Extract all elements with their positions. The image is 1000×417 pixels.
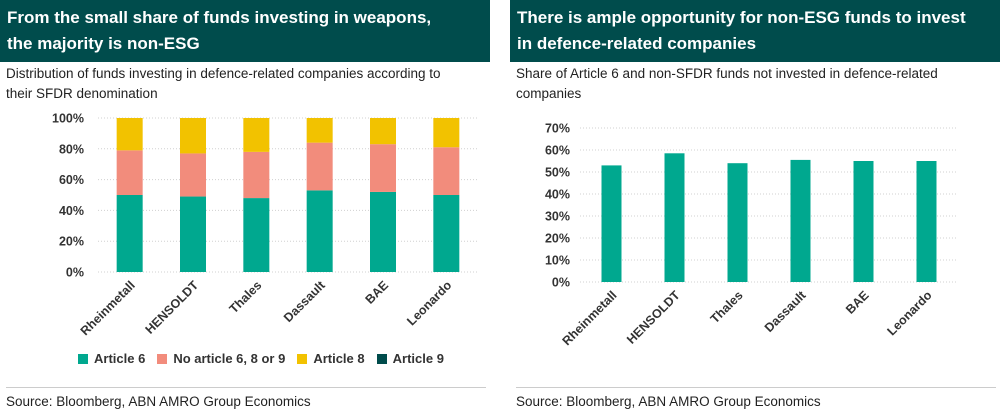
bar-segment-no-article-6-8-or-9-thales <box>243 151 270 199</box>
bar-rheinmetall <box>601 165 622 282</box>
y-tick-label: 30% <box>545 210 570 224</box>
x-tick-label: Leonardo <box>884 288 934 338</box>
y-tick-label: 60% <box>545 144 570 158</box>
right-panel: There is ample opportunity for non-ESG f… <box>510 0 1000 417</box>
legend-item-article-8: Article 8 <box>297 351 365 366</box>
x-tick-label: BAE <box>363 278 392 307</box>
bar-bae <box>853 161 874 282</box>
x-tick-label: HENSOLDT <box>143 278 202 337</box>
right-source-divider <box>516 387 996 388</box>
x-tick-label: Dassault <box>281 278 328 325</box>
bar-dassault <box>790 159 811 282</box>
legend-swatch <box>78 354 88 364</box>
left-subtitle-line-2: their SFDR denomination <box>6 86 158 101</box>
legend-swatch <box>297 354 308 364</box>
left-source-divider <box>6 387 486 388</box>
bar-segment-no-article-6-8-or-9-leonardo <box>433 147 460 195</box>
right-subtitle-line-1: Share of Article 6 and non-SFDR funds no… <box>516 66 938 81</box>
y-tick-label: 0% <box>66 266 84 280</box>
right-title-bar: There is ample opportunity for non-ESG f… <box>510 0 1000 62</box>
x-tick-label: Rheinmetall <box>560 288 620 348</box>
bar-segment-no-article-6-8-or-9-bae <box>370 144 396 192</box>
bar-segment-article-8-dassault <box>306 118 333 143</box>
bar-segment-article-6-rheinmetall <box>116 195 143 272</box>
legend-item-article-9: Article 9 <box>376 351 444 366</box>
x-tick-label: HENSOLDT <box>624 288 683 347</box>
left-source: Source: Bloomberg, ABN AMRO Group Econom… <box>6 394 311 409</box>
y-tick-label: 100% <box>52 112 84 126</box>
bar-segment-article-6-thales <box>243 198 270 272</box>
left-subtitle-line-1: Distribution of funds investing in defen… <box>6 66 441 81</box>
bar-segment-article-8-thales <box>243 118 270 152</box>
y-tick-label: 40% <box>59 204 84 218</box>
y-tick-label: 40% <box>545 188 570 202</box>
bar-segment-article-6-hensoldt <box>180 196 206 272</box>
left-subtitle: Distribution of funds investing in defen… <box>6 64 486 104</box>
bar-segment-article-6-leonardo <box>433 195 460 272</box>
bar-segment-article-6-bae <box>370 191 396 272</box>
legend-label: No article 6, 8 or 9 <box>173 351 286 366</box>
right-subtitle-line-2: companies <box>516 86 582 101</box>
legend-label: Article 8 <box>313 351 365 366</box>
y-tick-label: 60% <box>59 173 84 187</box>
bar-segment-article-8-bae <box>370 118 396 145</box>
right-title-line-1: There is ample opportunity for non-ESG f… <box>517 8 966 27</box>
bar-thales <box>727 163 748 282</box>
y-tick-label: 20% <box>545 232 570 246</box>
legend-label: Article 6 <box>94 351 146 366</box>
legend-item-article-6: Article 6 <box>78 351 145 366</box>
x-tick-label: Rheinmetall <box>78 278 138 338</box>
x-tick-label: BAE <box>843 288 872 317</box>
y-tick-label: 50% <box>545 166 570 180</box>
legend-swatch <box>376 354 387 364</box>
legend-label: Article 9 <box>392 351 444 366</box>
x-tick-label: Thales <box>708 288 746 326</box>
bar-segment-no-article-6-8-or-9-rheinmetall <box>116 150 143 195</box>
bar-segment-article-6-dassault <box>306 190 333 272</box>
bar-leonardo <box>916 161 937 282</box>
y-tick-label: 10% <box>545 254 570 268</box>
left-title-line-1: From the small share of funds investing … <box>7 8 432 27</box>
x-tick-label: Thales <box>227 278 265 316</box>
legend-swatch <box>157 354 168 364</box>
right-source: Source: Bloomberg, ABN AMRO Group Econom… <box>516 394 821 409</box>
bar-hensoldt <box>664 153 685 282</box>
x-tick-label: Dassault <box>762 288 809 335</box>
y-tick-label: 70% <box>545 122 570 136</box>
left-title-bar: From the small share of funds investing … <box>0 0 490 62</box>
left-panel: From the small share of funds investing … <box>0 0 490 417</box>
y-tick-label: 0% <box>552 276 570 290</box>
right-title-line-2: in defence-related companies <box>517 34 757 53</box>
bar-segment-article-8-leonardo <box>433 118 460 148</box>
left-title-line-2: the majority is non-ESG <box>7 34 200 53</box>
bar-segment-no-article-6-8-or-9-hensoldt <box>180 153 206 197</box>
bar-chart: 0% 10% 20% 30% 40% 50% 60% 70% Rheinmetall HENSOL… <box>545 122 958 348</box>
y-tick-label: 80% <box>59 142 84 156</box>
stacked-bar-chart: 0% 20% 40% 60% 80% 100% Rheinmetall HENSOLDT Tha… <box>52 112 478 338</box>
y-tick-label: 20% <box>59 235 84 249</box>
bar-segment-no-article-6-8-or-9-dassault <box>306 142 333 191</box>
right-subtitle: Share of Article 6 and non-SFDR funds no… <box>516 64 996 104</box>
bar-segment-article-8-rheinmetall <box>116 118 143 151</box>
bar-segment-article-8-hensoldt <box>180 118 206 154</box>
x-tick-label: Leonardo <box>404 278 454 328</box>
chart-legend: Article 6 No article 6, 8 or 9 Article 8 Ar… <box>78 351 456 366</box>
legend-item-no-article-6-8-or-9: No article 6, 8 or 9 <box>157 351 285 366</box>
